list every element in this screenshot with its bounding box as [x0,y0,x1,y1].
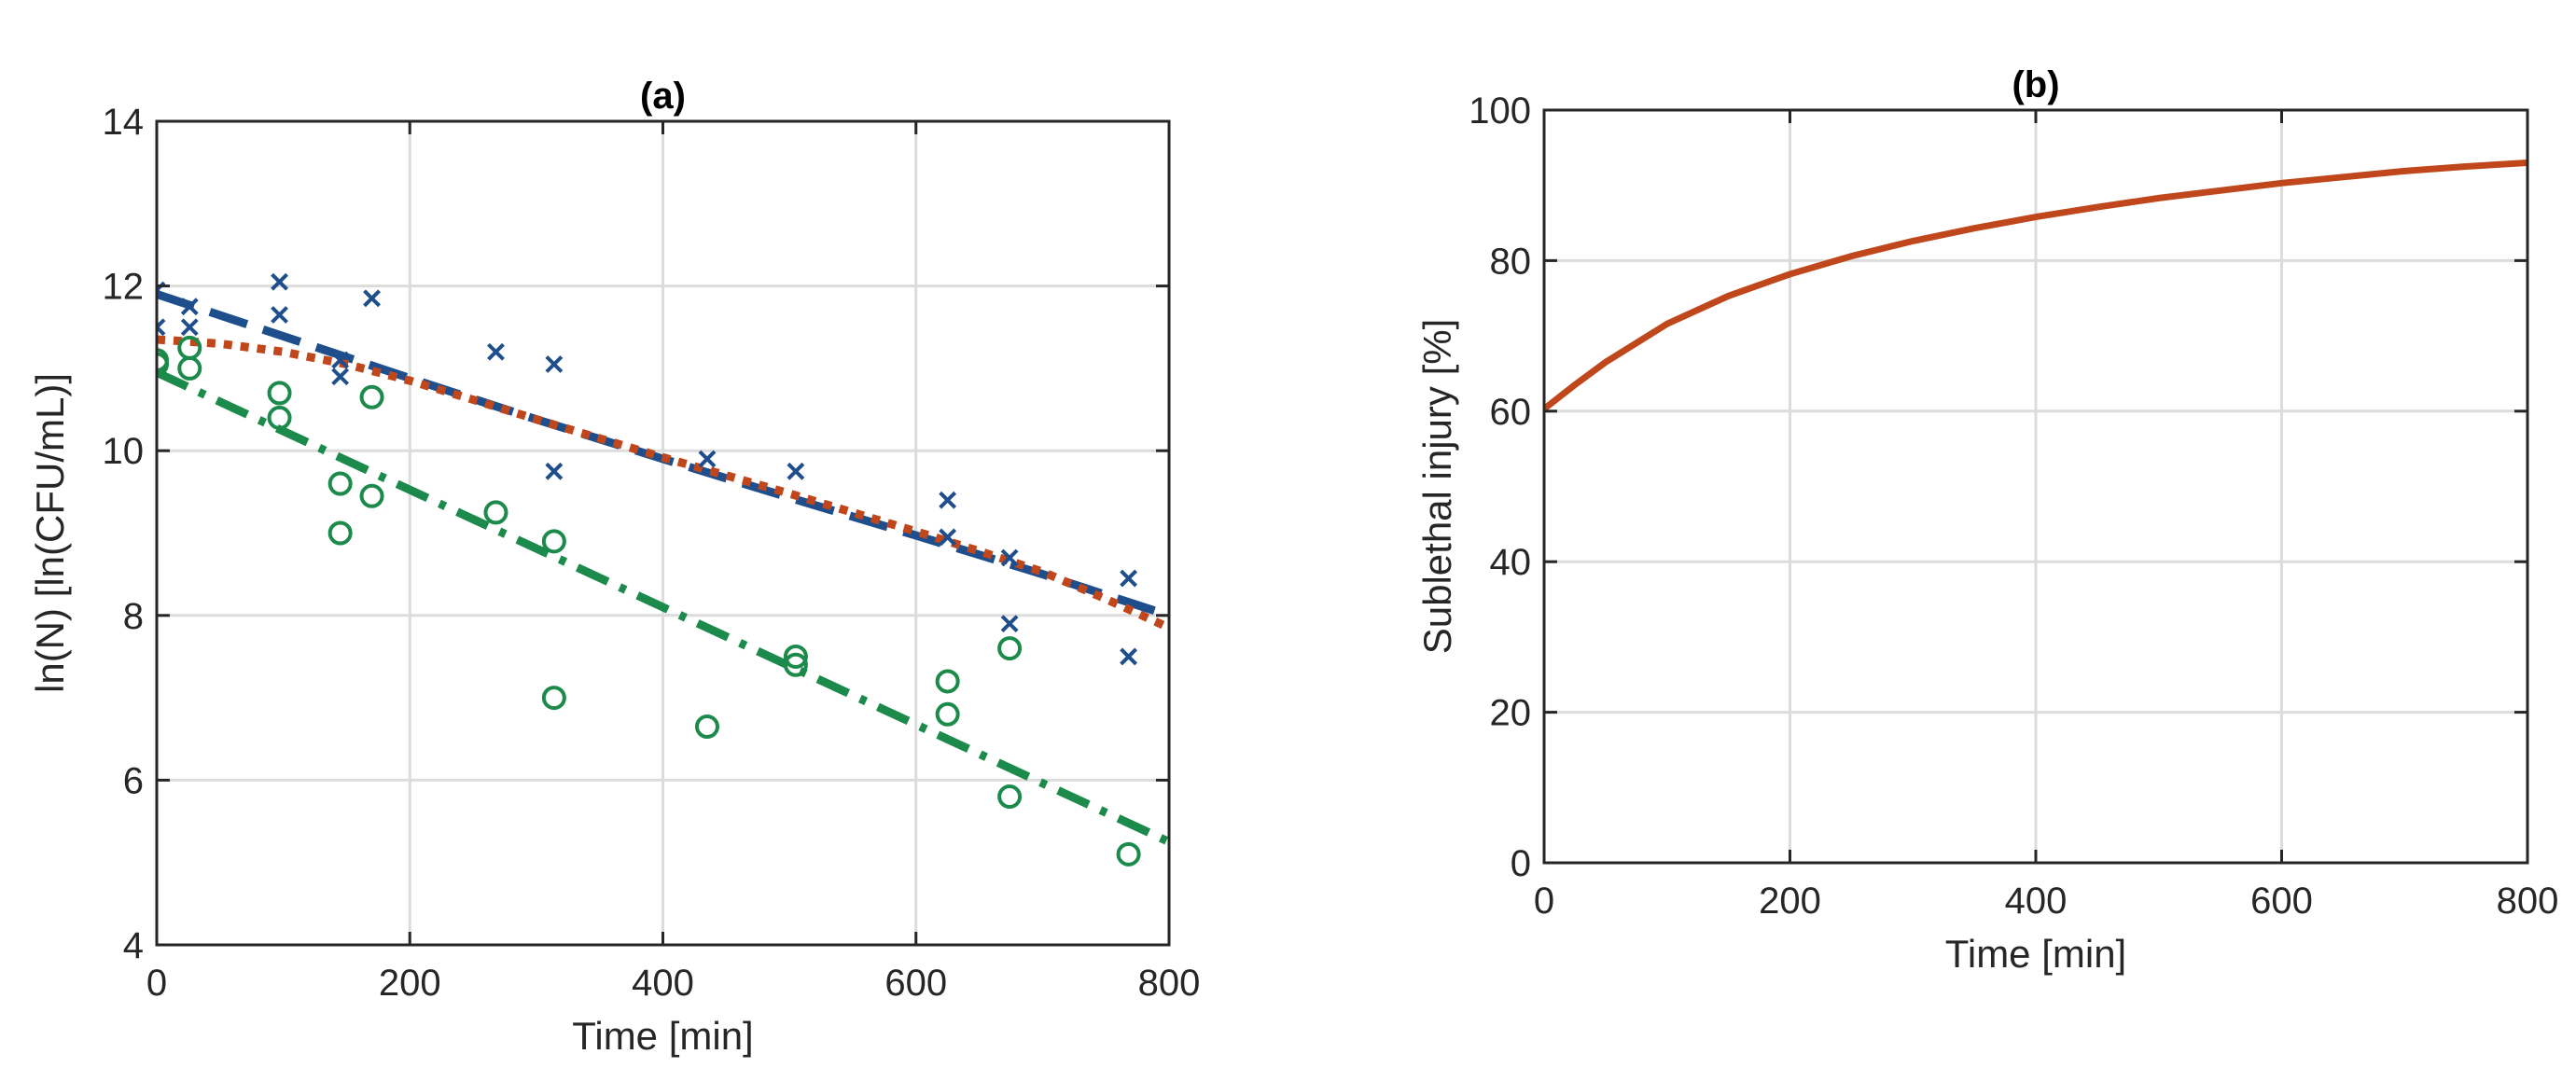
panel-a-series-0-point-5 [271,306,288,324]
panel-a-series-1-point-8 [359,384,384,409]
panel-a-series-0-point-2 [180,298,199,316]
panel-a-series-1-point-4 [267,381,292,406]
panel-a-series-1-point-5 [267,405,292,430]
panel-a-series-1-point-6 [327,471,353,496]
panel-a-series-1-point-20 [1116,841,1141,867]
panel-a-xtick-label-400: 400 [632,963,694,1004]
panel-a-series-0-point-16 [1000,548,1019,567]
panel-a-xtick-label-800: 800 [1138,963,1201,1004]
panel-a-series-3-line [157,335,1169,632]
panel-a-series-1-point-11 [541,529,566,554]
panel-a-series-1-point-19 [997,784,1023,810]
panel-a-ytick-label-4: 4 [123,925,144,966]
panel-b-x-axis-label: Time [min] [1945,932,2126,976]
panel-a-series-1-point-14 [783,644,808,669]
panel-b-ytick-label-80: 80 [1490,241,1532,282]
panel-b-xtick-label-800: 800 [2497,881,2559,922]
panel-a-series-0-point-19 [1120,647,1138,666]
panel-a-series-1-point-1 [157,352,169,377]
panel-a-series-0-point-4 [271,272,288,291]
panel-a-series-0-point-15 [939,528,957,547]
panel-a-series-0-point-10 [545,355,564,373]
panel-a-series-0-point-12 [698,450,717,468]
panel-a-ytick-label-14: 14 [103,102,145,143]
panel-a-series-0-point-13 [787,462,805,480]
panel-a-y-axis-label: ln(N) [ln(CFU/mL)] [28,373,72,693]
panel-b-data-layer [1544,160,2527,412]
panel-a-series-0-point-9 [487,342,505,361]
panel-a-series-0-point-11 [545,462,564,480]
panel-a-series-1-point-12 [541,686,566,711]
panel-a-series-0-point-3 [180,318,199,337]
panel-b-ytick-label-60: 60 [1490,392,1532,433]
panel-a-series-1-point-10 [483,500,508,525]
panel-a-xtick-label-200: 200 [379,963,441,1004]
panel-a-ytick-label-12: 12 [103,267,145,308]
panel-a-ytick-label-6: 6 [123,760,144,801]
panel-b-xtick-label-600: 600 [2250,881,2313,922]
panel-a-series-0-point-14 [939,491,957,509]
panel-a-series-1-point-15 [783,652,808,677]
panel-b-ytick-label-0: 0 [1511,843,1531,884]
panel-a-series-1-point-9 [359,483,384,508]
panel-b-chart: 0 200 400 600 800 0 20 40 60 80 100 (b) Time [min] Su… [1415,64,2558,976]
panel-b-ytick-label-100: 100 [1469,90,1531,132]
panel-a-series-0-point-18 [1120,569,1138,588]
panel-a-series-1-point-17 [935,701,960,727]
panel-a-series-0-point-8 [363,289,381,308]
panel-a-series-1-point-16 [935,669,960,694]
panel-a-series-0-point-7 [331,368,350,386]
panel-b-title: (b) [2012,64,2059,105]
panel-a-series-1-point-13 [694,714,719,740]
panel-a-xtick-label-0: 0 [146,963,167,1004]
panel-a-chart: 0 200 400 600 800 4 6 8 10 12 14 (a) Time [min] ln(N)… [28,76,1200,1058]
panel-b-xtick-label-400: 400 [2005,881,2068,922]
panel-b-y-axis-label: Sublethal injury [%] [1415,319,1459,655]
panel-b-series-0-line [1544,160,2527,412]
panel-a-x-axis-label: Time [min] [572,1014,753,1058]
panel-a-series-1-point-7 [327,520,353,546]
panel-b-ytick-label-40: 40 [1490,542,1532,583]
panel-b-xtick-label-0: 0 [1534,881,1554,922]
panel-a-series-0-point-17 [1000,615,1019,633]
panel-a-ytick-label-8: 8 [123,596,144,637]
panel-a-series-1-point-18 [997,636,1023,661]
panel-a-title: (a) [640,76,686,117]
panel-a-data-layer [157,272,1169,867]
panel-a-xtick-label-600: 600 [884,963,947,1004]
panel-a-ytick-label-10: 10 [103,431,145,472]
panel-b-xtick-label-200: 200 [1759,881,1821,922]
panel-a-series-0-point-1 [157,318,166,337]
panel-a-series-4-line [157,368,1169,846]
panel-b-ytick-label-20: 20 [1490,693,1532,734]
panel-a-series-0-point-6 [331,351,350,369]
panel-a-series-1-point-3 [177,355,202,381]
